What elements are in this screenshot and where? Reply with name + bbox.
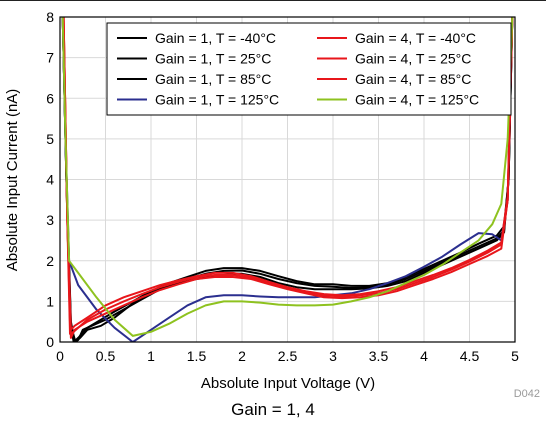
legend-label: Gain = 4, T = 125°C: [355, 92, 479, 108]
legend-label: Gain = 1, T = 25°C: [155, 51, 271, 67]
y-tick-label: 1: [46, 293, 54, 309]
y-tick-labels: 0 1 2 3 4 5 6 7 8: [46, 9, 54, 350]
x-tick-labels: 0 0.5 1 1.5 2 2.5 3 3.5 4 4.5 5: [56, 348, 519, 364]
series-line-6: [62, 17, 514, 335]
top-rule: [0, 0, 546, 1]
x-tick-label: 0.5: [96, 348, 116, 364]
legend-label: Gain = 4, T = 85°C: [355, 71, 471, 87]
figure-id: D042: [514, 388, 540, 400]
x-tick-label: 4: [420, 348, 428, 364]
y-tick-label: 8: [46, 9, 54, 25]
x-tick-label: 4.5: [460, 348, 480, 364]
legend-label: Gain = 1, T = 125°C: [155, 92, 279, 108]
series-line-7: [62, 17, 514, 331]
y-tick-label: 2: [46, 253, 54, 269]
series-line-8: [61, 17, 514, 337]
y-axis-label: Absolute Input Current (nA): [4, 89, 21, 272]
x-tick-label: 1: [147, 348, 155, 364]
figure-caption: Gain = 1, 4: [231, 400, 315, 419]
y-tick-label: 0: [46, 334, 54, 350]
x-tick-label: 3: [329, 348, 337, 364]
x-tick-label: 2: [238, 348, 246, 364]
series-line-4: [61, 17, 514, 342]
x-tick-label: 0: [56, 348, 64, 364]
legend-label: Gain = 1, T = -40°C: [155, 30, 276, 46]
x-tick-label: 5: [511, 348, 519, 364]
x-tick-label: 2.5: [278, 348, 298, 364]
y-tick-label: 7: [46, 50, 54, 66]
y-tick-label: 4: [46, 172, 54, 188]
x-axis-label: Absolute Input Voltage (V): [201, 375, 375, 392]
legend-label: Gain = 4, T = -40°C: [355, 30, 476, 46]
legend-label: Gain = 1, T = 85°C: [155, 71, 271, 87]
x-tick-label: 3.5: [369, 348, 389, 364]
series-lines: [61, 17, 514, 342]
legend-box: [106, 22, 512, 116]
series-line-2: [61, 17, 514, 342]
y-tick-label: 5: [46, 131, 54, 147]
legend: Gain = 1, T = -40°C Gain = 1, T = 25°C Gai…: [106, 22, 512, 116]
y-tick-label: 6: [46, 90, 54, 106]
y-tick-label: 3: [46, 212, 54, 228]
plot-frame: [59, 16, 516, 343]
legend-label: Gain = 4, T = 25°C: [355, 51, 471, 67]
x-tick-label: 1.5: [187, 348, 207, 364]
